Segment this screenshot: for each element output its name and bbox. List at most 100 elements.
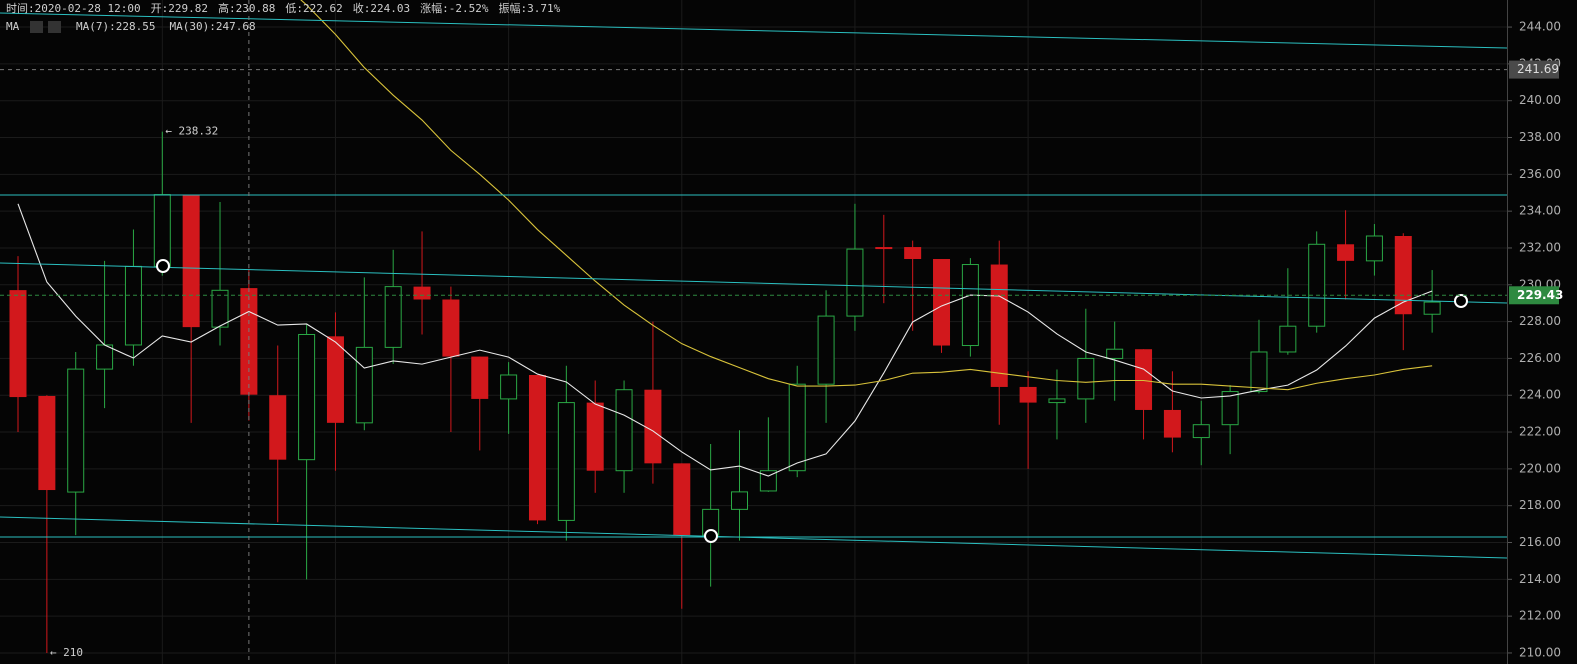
y-tick-label: 232.00 [1519, 240, 1561, 254]
y-tick-label: 244.00 [1519, 20, 1561, 34]
candle-body [528, 374, 546, 521]
info-value: 229.82 [168, 2, 208, 15]
info-label: 涨幅: [420, 2, 449, 15]
candle-body [355, 346, 373, 424]
candle-body [1192, 424, 1210, 439]
candles [9, 131, 1441, 653]
candle-body [1250, 351, 1268, 393]
anchor-point[interactable] [156, 259, 170, 273]
info-label: 收: [353, 1, 371, 15]
anchor-point[interactable] [1454, 294, 1468, 308]
candle-body [1048, 398, 1066, 404]
legend-entry: MA(30):247.68 [169, 20, 255, 33]
candle-body [1019, 386, 1037, 403]
candle-body [269, 395, 287, 460]
info-value: 3.71% [527, 2, 560, 15]
info-label: 高: [218, 1, 236, 15]
y-tick-label: 234.00 [1519, 204, 1561, 218]
candle-body [1365, 235, 1383, 262]
candle-body [240, 288, 258, 395]
candle-body [615, 389, 633, 472]
candle-body [759, 470, 777, 492]
header: MA 时间: 2020-02-28 12:00 开: 229.82 高: 230.88 低:… [6, 1, 561, 33]
y-tick-label: 222.00 [1519, 425, 1561, 439]
y-tick-label: 216.00 [1519, 535, 1561, 549]
candle-body [557, 402, 575, 521]
candle-body [788, 383, 806, 472]
candle-body [182, 194, 200, 328]
candle-body [471, 356, 489, 399]
ma-line [17, 203, 1433, 477]
y-tick-label: 212.00 [1519, 609, 1561, 623]
y-tick-label: 226.00 [1519, 351, 1561, 365]
candle-body [1077, 357, 1095, 400]
high-label: ← 238.32 [165, 125, 218, 138]
crosshair-price-label: 241.69 [1517, 62, 1559, 76]
low-label: ← 210 [50, 646, 83, 659]
candle-body [586, 402, 604, 471]
candle-body [298, 333, 316, 461]
info-value: 230.88 [236, 2, 276, 15]
candle-body [933, 259, 951, 346]
info-value: 222.62 [303, 2, 343, 15]
candle-body [384, 286, 402, 348]
info-label: 低: [285, 2, 303, 15]
candle-body [96, 344, 114, 370]
trend-line [0, 12, 1507, 49]
candle-body [846, 248, 864, 317]
legend-entry: MA(7):228.55 [76, 20, 155, 33]
candle-body [644, 389, 662, 464]
candle-body [1394, 235, 1412, 315]
candle-body [1106, 348, 1124, 359]
info-label: 振幅: [498, 1, 527, 15]
candle-body [731, 491, 748, 510]
close-icon[interactable] [48, 21, 61, 33]
candle-body [1221, 391, 1239, 426]
info-label: 开: [151, 2, 169, 15]
candle-body [9, 290, 27, 398]
candle-body [124, 265, 142, 346]
candle-body [38, 395, 56, 491]
candle-body [990, 264, 1008, 387]
candle-body [875, 247, 893, 250]
candle-body [1279, 325, 1297, 353]
candle-body [1337, 244, 1355, 261]
y-tick-label: 236.00 [1519, 167, 1561, 181]
candle-body [442, 299, 460, 357]
candle-body [1135, 349, 1153, 410]
candle-body [326, 336, 344, 423]
grid [0, 0, 1507, 664]
info-value: 224.03 [370, 2, 410, 15]
info-value: 2020-02-28 12:00 [35, 2, 141, 15]
y-tick-label: 238.00 [1519, 130, 1561, 144]
last-price-label: 229.43 [1517, 288, 1563, 302]
indicator-name: MA [6, 20, 20, 33]
candle-body [904, 247, 922, 260]
candle-body [500, 374, 518, 400]
y-tick-label: 218.00 [1519, 498, 1561, 512]
y-tick-label: 228.00 [1519, 314, 1561, 328]
y-tick-label: 214.00 [1519, 572, 1561, 586]
info-value: -2.52% [449, 2, 489, 15]
anchor-point[interactable] [704, 529, 718, 543]
candle-body [153, 194, 171, 267]
trend-line [0, 262, 1507, 304]
candle-body [211, 289, 229, 328]
y-tick-label: 224.00 [1519, 388, 1561, 402]
crosshair-badge [1509, 60, 1559, 79]
ma-lines [17, 0, 1433, 477]
candle-body [1163, 409, 1181, 438]
ma-line [300, 0, 1433, 391]
last-price-badge [1509, 286, 1559, 305]
info-label: 时间: [6, 2, 35, 15]
candle-body [817, 315, 835, 385]
candle-body [67, 368, 85, 493]
y-tick-label: 220.00 [1519, 461, 1561, 475]
settings-icon[interactable] [30, 21, 43, 33]
candle-body [1308, 243, 1326, 327]
candle-body [1423, 301, 1441, 315]
